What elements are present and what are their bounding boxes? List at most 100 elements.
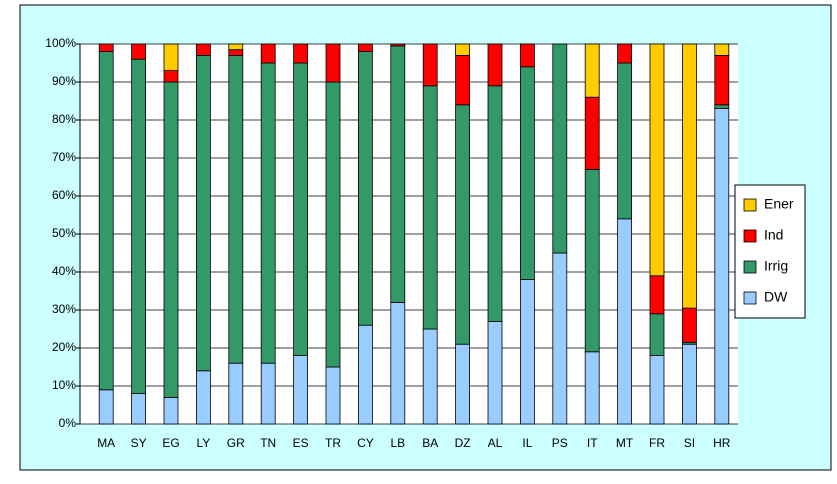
bar-segment [682,43,697,309]
y-tick-label: 90% [52,74,76,88]
bar-segment [714,108,730,425]
bar-segment [422,43,438,87]
y-tick-label: 50% [52,226,76,240]
bar-segment [390,45,406,303]
y-tick-label: 70% [52,150,76,164]
y-tick-label: 10% [52,378,76,392]
x-tick-label: IL [522,436,532,450]
x-tick-label: IT [587,436,598,450]
bar-segment [163,396,179,425]
bar-segment [195,55,211,372]
bar-segment [520,43,535,68]
bar-segment [584,351,600,425]
y-tick-label: 0% [59,416,77,430]
bar-segment [520,66,535,281]
bar-segment [520,279,535,425]
bar-segment [552,252,568,425]
bar-segment [325,366,341,425]
x-tick-label: PS [552,436,568,450]
x-tick-label: LB [390,436,405,450]
bar-segment [617,62,632,220]
bar-segment [293,43,309,64]
x-tick-label: FR [649,436,665,450]
bar-segment [357,324,373,425]
bar-segment [163,70,179,83]
bar-segment [617,43,632,64]
bar-segment [487,85,503,322]
bar-segment [584,168,600,353]
bar-segment [163,43,179,72]
x-tick-label: BA [422,436,438,450]
bar-segment [422,85,438,330]
legend-swatch [743,291,757,305]
bar-segment [228,55,244,364]
bar-segment [584,43,600,98]
bar-segment [293,62,309,357]
legend-swatch [743,198,757,212]
x-tick-label: HR [713,436,731,450]
y-tick-label: 60% [52,188,76,202]
legend-label: DW [764,289,788,305]
x-tick-label: DZ [455,436,471,450]
bar-segment [260,362,276,425]
bar-segment [455,104,471,345]
x-tick-label: TR [325,436,341,450]
bar-segment [617,218,632,425]
bar-segment [228,49,244,56]
legend-swatch [743,260,757,274]
bar-segment [487,43,503,87]
bar-segment [487,320,503,425]
bar-segment [293,355,309,425]
bar-segment [131,43,147,60]
x-tick-label: MA [97,436,115,450]
bar-segment [131,393,147,425]
bar-segment [390,43,406,47]
bar-segment [682,343,697,425]
y-tick-label: 20% [52,340,76,354]
bar-segment [552,43,568,254]
legend-label: Ind [764,227,783,243]
x-tick-label: TN [260,436,276,450]
bar-segment [195,370,211,425]
bar-segment [163,81,179,398]
legend-swatch [743,229,757,243]
bar-segment [682,307,697,343]
bar-segment [98,51,114,391]
x-tick-label: ES [293,436,309,450]
x-tick-label: LY [197,436,211,450]
bar-segment [455,343,471,425]
legend-label: Irrig [764,258,788,274]
bar-segment [649,313,665,356]
bar-segment [455,55,471,106]
x-tick-label: AL [488,436,503,450]
bar-segment [390,301,406,425]
bar-segment [455,43,471,56]
x-tick-label: GR [227,436,245,450]
bar-segment [649,43,665,277]
y-tick-label: 80% [52,112,76,126]
x-tick-label: EG [162,436,179,450]
y-tick-label: 40% [52,264,76,278]
bar-segment [649,355,665,425]
bar-segment [260,62,276,364]
bar-segment [357,43,373,52]
bar-segment [714,104,730,110]
x-tick-label: SY [131,436,147,450]
bar-segment [649,275,665,315]
bar-segment [714,55,730,106]
bar-segment [228,43,244,51]
bar-segment [131,58,147,394]
x-tick-label: SI [684,436,695,450]
x-tick-label: CY [357,436,374,450]
bar-segment [325,43,341,83]
bar-segment [260,43,276,64]
bar-segment [98,43,114,52]
bar-segment [357,51,373,326]
bar-segment [714,43,730,56]
bar-segment [195,43,211,56]
bar-segment [584,96,600,170]
x-tick-label: MT [616,436,634,450]
bar-segment [422,328,438,425]
